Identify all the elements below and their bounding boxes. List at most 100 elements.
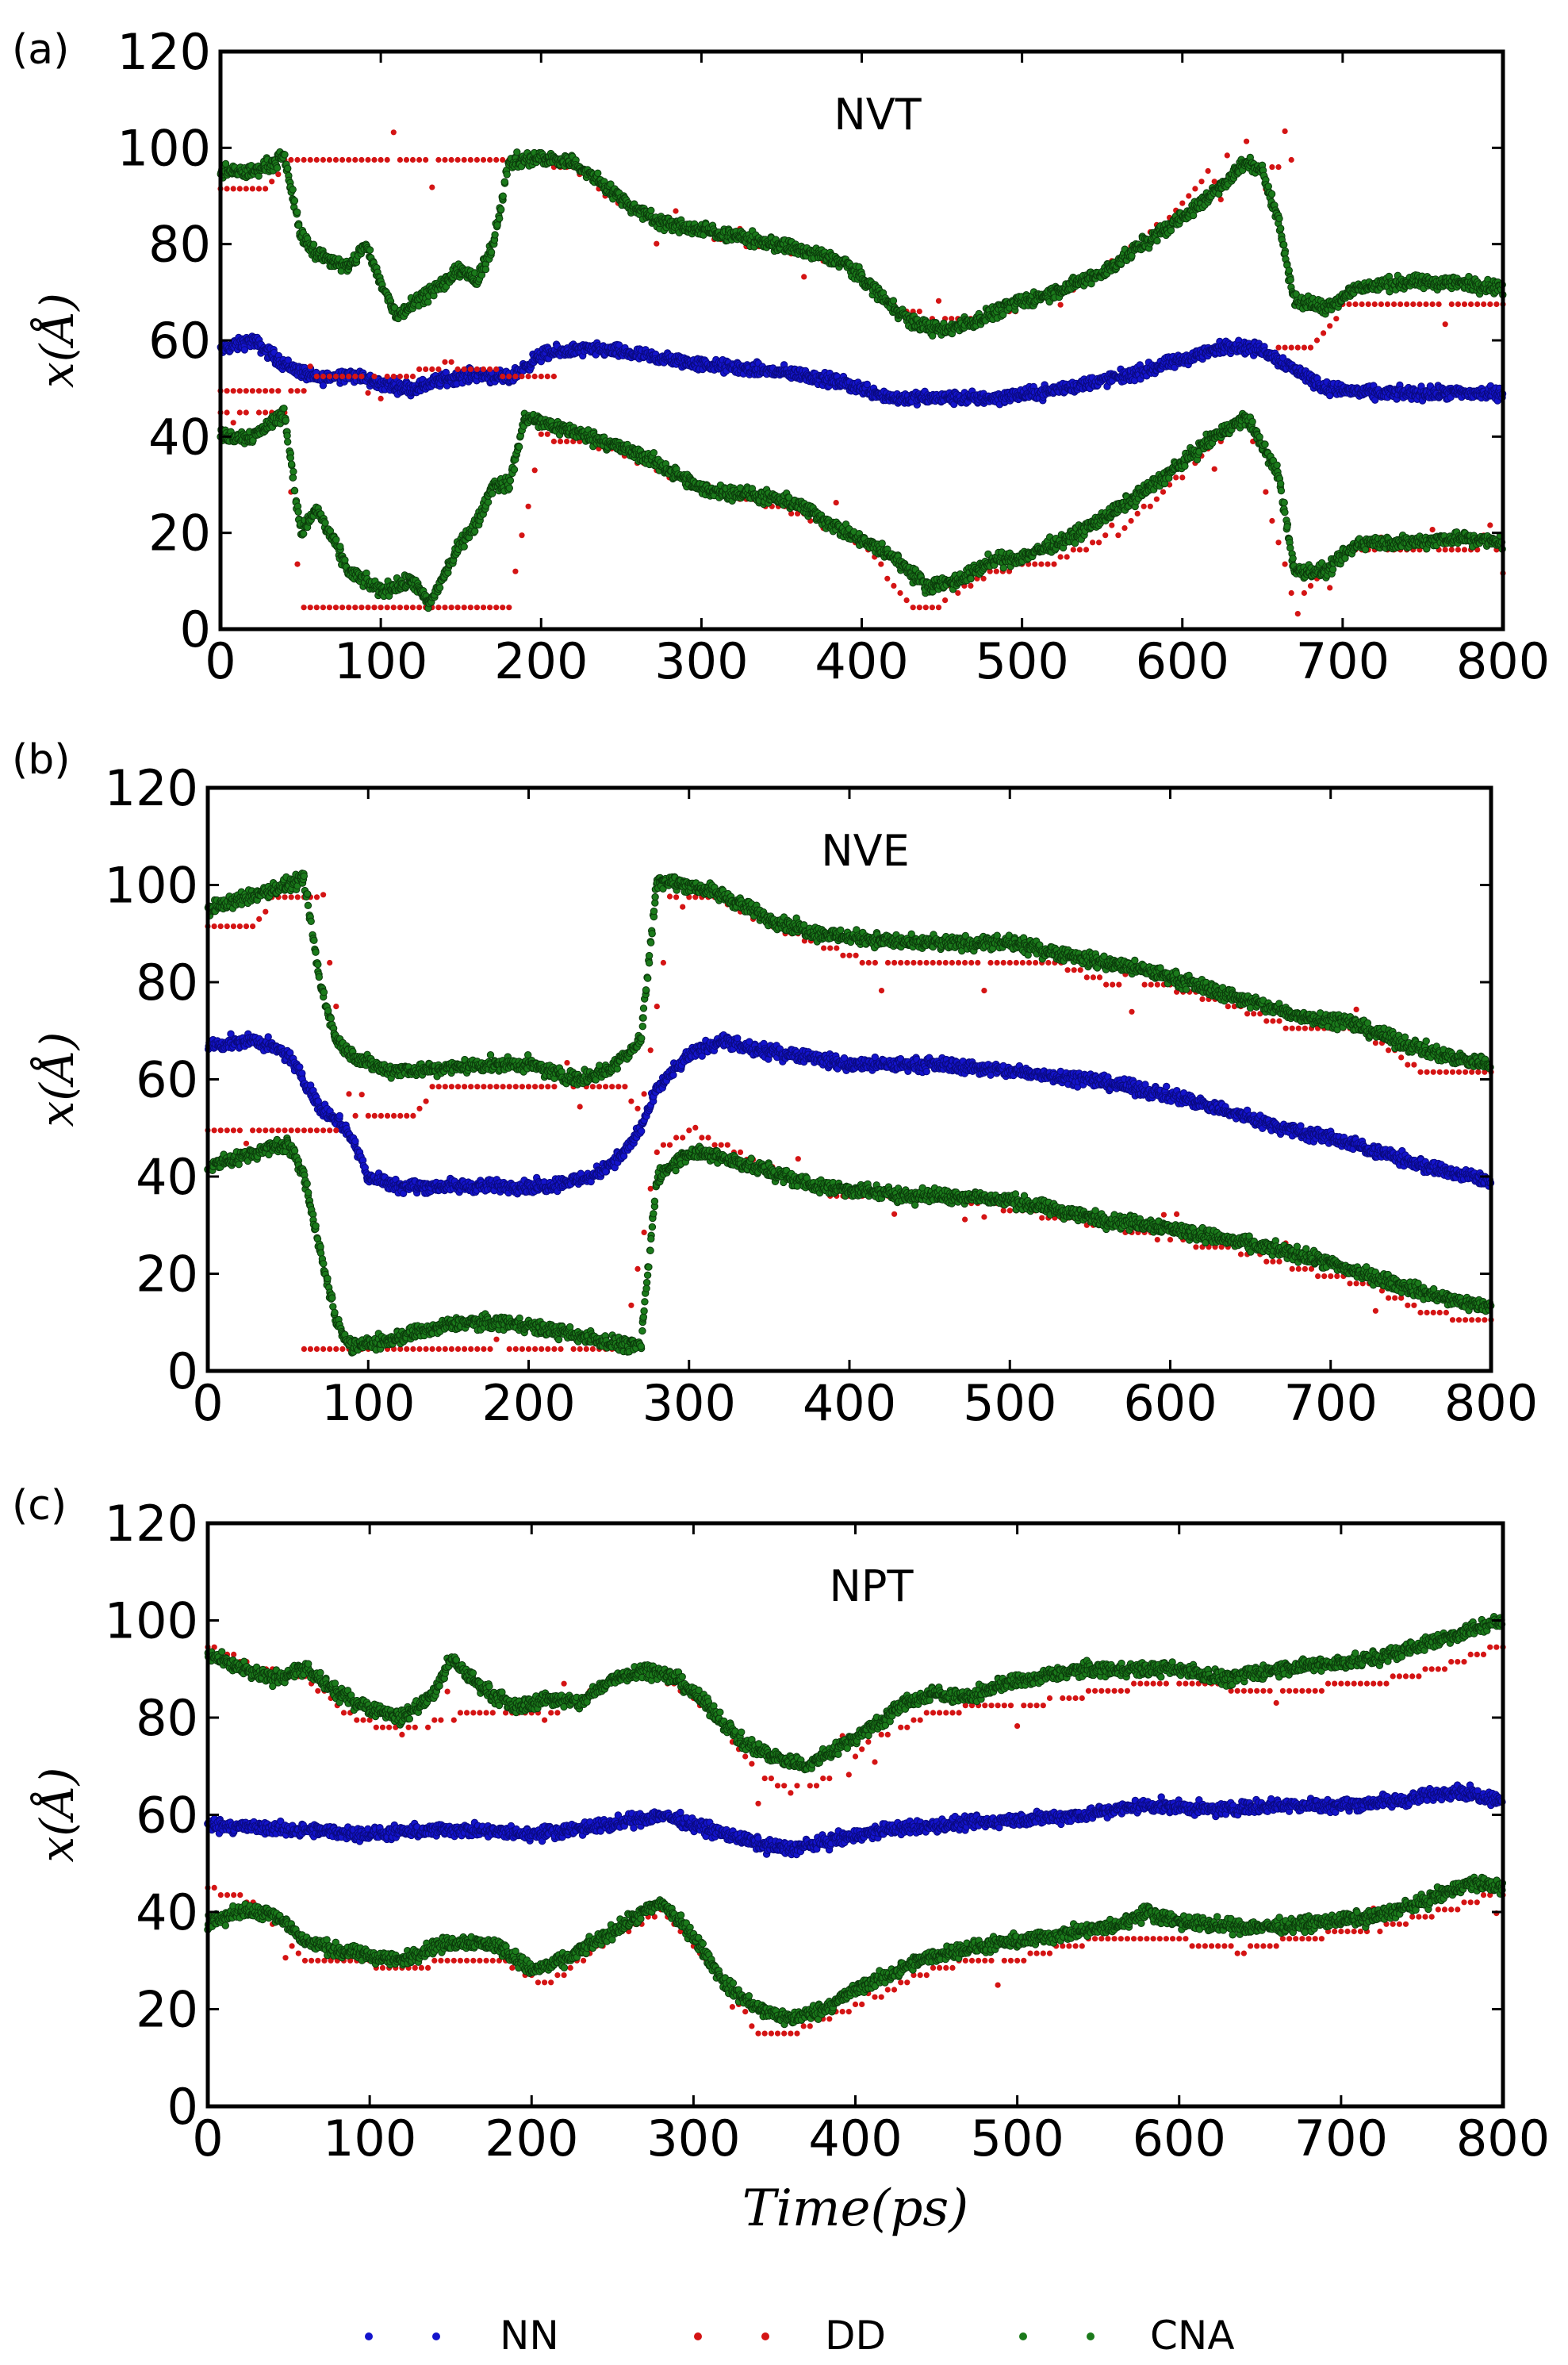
dd-point: [435, 605, 442, 611]
dd-point: [550, 373, 558, 380]
dd-point: [409, 156, 416, 163]
dd-point: [249, 388, 255, 394]
cna-lower-point: [332, 536, 340, 543]
cna-upper-point: [366, 246, 374, 254]
dd-point: [371, 156, 378, 163]
dd-point: [878, 561, 884, 567]
dd-point: [1096, 539, 1102, 546]
cna-upper-point: [1277, 225, 1285, 232]
dd-point: [442, 359, 448, 365]
dd-point: [288, 388, 294, 394]
dd-point: [409, 605, 416, 611]
panels-layer: 0 100 200 300 400 500 600 700 800020406080100120…: [12, 23, 1550, 2238]
dd-point: [473, 366, 481, 372]
dd-point: [224, 409, 230, 416]
dd-point: [1391, 301, 1397, 308]
dd-point: [519, 373, 525, 380]
cna-upper-point: [889, 297, 898, 305]
dd-point: [1070, 547, 1076, 553]
dd-point: [1282, 344, 1288, 351]
cna-upper-point: [594, 169, 602, 178]
dd-point: [409, 373, 416, 380]
dd-point: [480, 156, 487, 163]
dd-point: [332, 156, 339, 163]
dd-point: [1244, 138, 1250, 144]
dd-point: [467, 156, 473, 163]
dd-point: [429, 184, 435, 190]
dd-point: [1294, 344, 1301, 351]
dd-point: [397, 373, 403, 380]
cna-lower-point: [286, 454, 294, 462]
dd-point: [371, 373, 378, 380]
dd-point: [1327, 323, 1333, 329]
dd-point: [916, 605, 922, 611]
cna-upper-point: [289, 186, 297, 194]
dd-point: [512, 373, 519, 380]
panel-1: 0 100 200 300 400 500 600 700 800020406080100120…: [12, 23, 1550, 690]
dd-point: [1147, 503, 1153, 509]
dd-point: [416, 366, 423, 372]
dd-point: [301, 388, 307, 394]
cna-upper-point: [1280, 240, 1288, 249]
dd-point: [544, 373, 550, 380]
dd-point: [236, 388, 243, 394]
dd-point: [358, 605, 365, 611]
dd-point: [346, 156, 352, 163]
dd-point: [378, 605, 384, 611]
dd-point: [525, 373, 531, 380]
dd-point: [454, 366, 461, 372]
dd-point: [833, 500, 839, 506]
dd-point: [1109, 522, 1115, 528]
dd-point: [1064, 554, 1070, 560]
dd-point: [564, 438, 570, 445]
dd-point: [1397, 301, 1404, 308]
dd-point: [320, 156, 326, 163]
dd-point: [326, 373, 332, 380]
dd-point: [1288, 589, 1294, 597]
dd-point: [1468, 301, 1474, 308]
cna-upper-point: [487, 248, 496, 256]
cna-upper-point: [513, 148, 521, 156]
nn-point: [240, 346, 249, 354]
dd-point: [1307, 344, 1314, 351]
dd-point: [255, 186, 263, 192]
cna-lower-point: [282, 417, 289, 424]
dd-point: [506, 373, 512, 380]
dd-point: [1282, 128, 1288, 134]
cna-upper-point: [424, 298, 432, 306]
dd-point: [403, 156, 410, 163]
dd-point: [243, 388, 249, 394]
cna-lower-point: [294, 508, 302, 516]
dd-point: [1102, 532, 1109, 539]
cna-upper-point: [273, 164, 282, 172]
dd-point: [929, 605, 935, 611]
cna-upper-point: [293, 208, 301, 217]
dd-point: [1160, 489, 1167, 495]
dd-point: [1141, 503, 1147, 509]
dd-point: [301, 605, 307, 611]
dd-point: [352, 605, 358, 611]
dd-point: [1173, 474, 1179, 481]
cna-upper-point: [500, 178, 509, 186]
dd-point: [1032, 561, 1038, 567]
cna-upper-point: [1285, 267, 1294, 275]
dd-point: [550, 438, 558, 445]
cna-upper-point: [1267, 190, 1276, 198]
panel-1-points: [217, 128, 1507, 617]
dd-point: [1186, 193, 1192, 199]
cna-upper-point: [491, 231, 499, 239]
dd-point: [993, 568, 999, 574]
dd-point: [1057, 301, 1064, 308]
cna-upper-point: [1264, 182, 1273, 190]
dd-point: [493, 156, 500, 163]
dd-point: [467, 605, 473, 611]
cna-upper-point: [493, 221, 501, 229]
cna-upper-point: [281, 151, 289, 159]
dd-point: [448, 359, 454, 365]
dd-point: [935, 605, 942, 611]
dd-point: [326, 605, 332, 611]
dd-point: [1134, 510, 1141, 517]
dd-point: [435, 366, 442, 372]
dd-point: [378, 395, 384, 401]
dd-point: [1051, 561, 1057, 567]
